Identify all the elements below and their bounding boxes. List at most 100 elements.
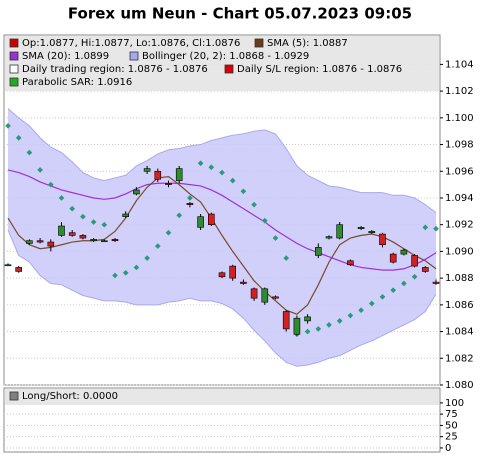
y-tick-label: 1.088: [445, 273, 474, 284]
candle-body: [90, 239, 97, 242]
legend-swatch: [129, 51, 139, 61]
candle-body: [282, 311, 290, 330]
legend-label: Op:1.0877, Hi:1.0877, Lo:1.0876, Cl:1.08…: [22, 38, 240, 49]
candle-body: [101, 240, 108, 243]
candle-body: [197, 216, 204, 228]
y-tick-label: 50: [445, 420, 458, 431]
sar-dot: [15, 135, 22, 141]
legend-swatch: [254, 38, 264, 48]
candle-body: [336, 224, 344, 239]
y-tick-label: 1.090: [445, 246, 474, 257]
bollinger-band: [8, 108, 436, 367]
y-tick-label: 1.094: [445, 193, 474, 204]
candle-body: [186, 203, 194, 205]
sar-dot: [283, 255, 290, 261]
candle-body: [250, 288, 258, 299]
candle-body: [218, 272, 226, 278]
candle-body: [400, 249, 408, 255]
sar-dot: [122, 269, 129, 276]
sma5-line: [7, 175, 437, 315]
candle-body: [314, 247, 322, 256]
sar-dot: [80, 213, 86, 220]
sar-dot: [368, 300, 375, 307]
candle-body: [47, 241, 55, 247]
candle-body: [411, 255, 418, 267]
legend-swatch: [9, 38, 19, 48]
sar-dot: [144, 255, 150, 261]
candle-body: [229, 265, 236, 279]
y-tick-label: 25: [445, 432, 458, 443]
bollinger-upper: [7, 108, 437, 214]
candle-body: [240, 281, 247, 284]
candle-body: [261, 288, 269, 303]
y-tick-label: 1.098: [445, 140, 474, 151]
legend-label: Long/Short: 0.0000: [22, 391, 118, 402]
candle-body: [122, 213, 129, 217]
sar-dot: [326, 322, 332, 328]
legend-swatch: [9, 77, 19, 87]
y-tick-label: 1.086: [445, 300, 474, 311]
y-tick-label: 1.100: [445, 113, 474, 124]
y-tick-label: 1.102: [445, 86, 474, 97]
candle-body: [208, 213, 215, 225]
candle-body: [26, 240, 33, 244]
sar-dot: [187, 195, 193, 201]
candle-body: [272, 296, 279, 299]
candle-body: [79, 235, 87, 239]
legend-label: Bollinger (20, 2): 1.0868 - 1.0929: [142, 51, 309, 62]
sar-dot: [197, 160, 204, 167]
sar-dot: [379, 294, 386, 300]
sar-dot: [208, 164, 215, 171]
legend-label: SMA (5): 1.0887: [267, 38, 348, 49]
sar-dot: [165, 229, 172, 236]
candle-body: [4, 264, 12, 267]
sar-dot: [401, 280, 407, 287]
sar-dot: [90, 219, 97, 225]
legend-label: SMA (20): 1.0899: [22, 51, 109, 62]
candle-body: [68, 232, 76, 236]
sar-dot: [69, 205, 76, 212]
legend-swatch: [224, 64, 234, 74]
sar-dot: [304, 328, 311, 335]
candle-body: [15, 267, 22, 272]
sar-dot: [411, 273, 418, 280]
y-tick-label: 1.096: [445, 166, 474, 177]
legend-label: Daily S/L region: 1.0876 - 1.0876: [237, 64, 402, 75]
candle-body: [133, 189, 140, 195]
sar-dot: [358, 307, 364, 314]
sar-dot: [347, 312, 354, 319]
bollinger-lower: [7, 229, 437, 367]
sar-dot: [433, 225, 439, 232]
sar-dot: [133, 264, 140, 271]
legend-box: [5, 389, 439, 405]
sar-dot: [112, 272, 118, 279]
candle-body: [111, 239, 119, 242]
y-tick-label: 1.082: [445, 353, 474, 364]
legend-swatch: [9, 51, 19, 61]
sar-dot: [240, 188, 247, 195]
candle-body: [347, 260, 354, 266]
sar-dot: [272, 235, 279, 241]
sar-dot: [251, 201, 257, 208]
sar-dot: [229, 177, 236, 184]
sma20-line: [7, 169, 437, 271]
y-tick-label: 1.092: [445, 220, 474, 231]
y-tick-label: 75: [445, 409, 458, 420]
candle-body: [154, 170, 162, 180]
sar-dot: [315, 326, 322, 332]
sar-dot: [422, 224, 429, 231]
candle-body: [357, 227, 365, 230]
candle-body: [293, 317, 301, 335]
y-tick-label: 1.104: [445, 59, 474, 70]
sar-dot: [390, 287, 397, 293]
legend-swatch: [9, 64, 19, 74]
y-tick-label: 100: [445, 398, 464, 409]
chart-title: Forex um Neun - Chart 05.07.2023 09:05: [68, 5, 412, 23]
legend-label: Daily trading region: 1.0876 - 1.0876: [22, 64, 208, 75]
sar-dot: [101, 221, 108, 228]
legend-label: Parabolic SAR: 1.0916: [22, 77, 132, 88]
legend-box: [5, 36, 439, 91]
candle-body: [389, 253, 397, 263]
candle-body: [165, 182, 172, 185]
